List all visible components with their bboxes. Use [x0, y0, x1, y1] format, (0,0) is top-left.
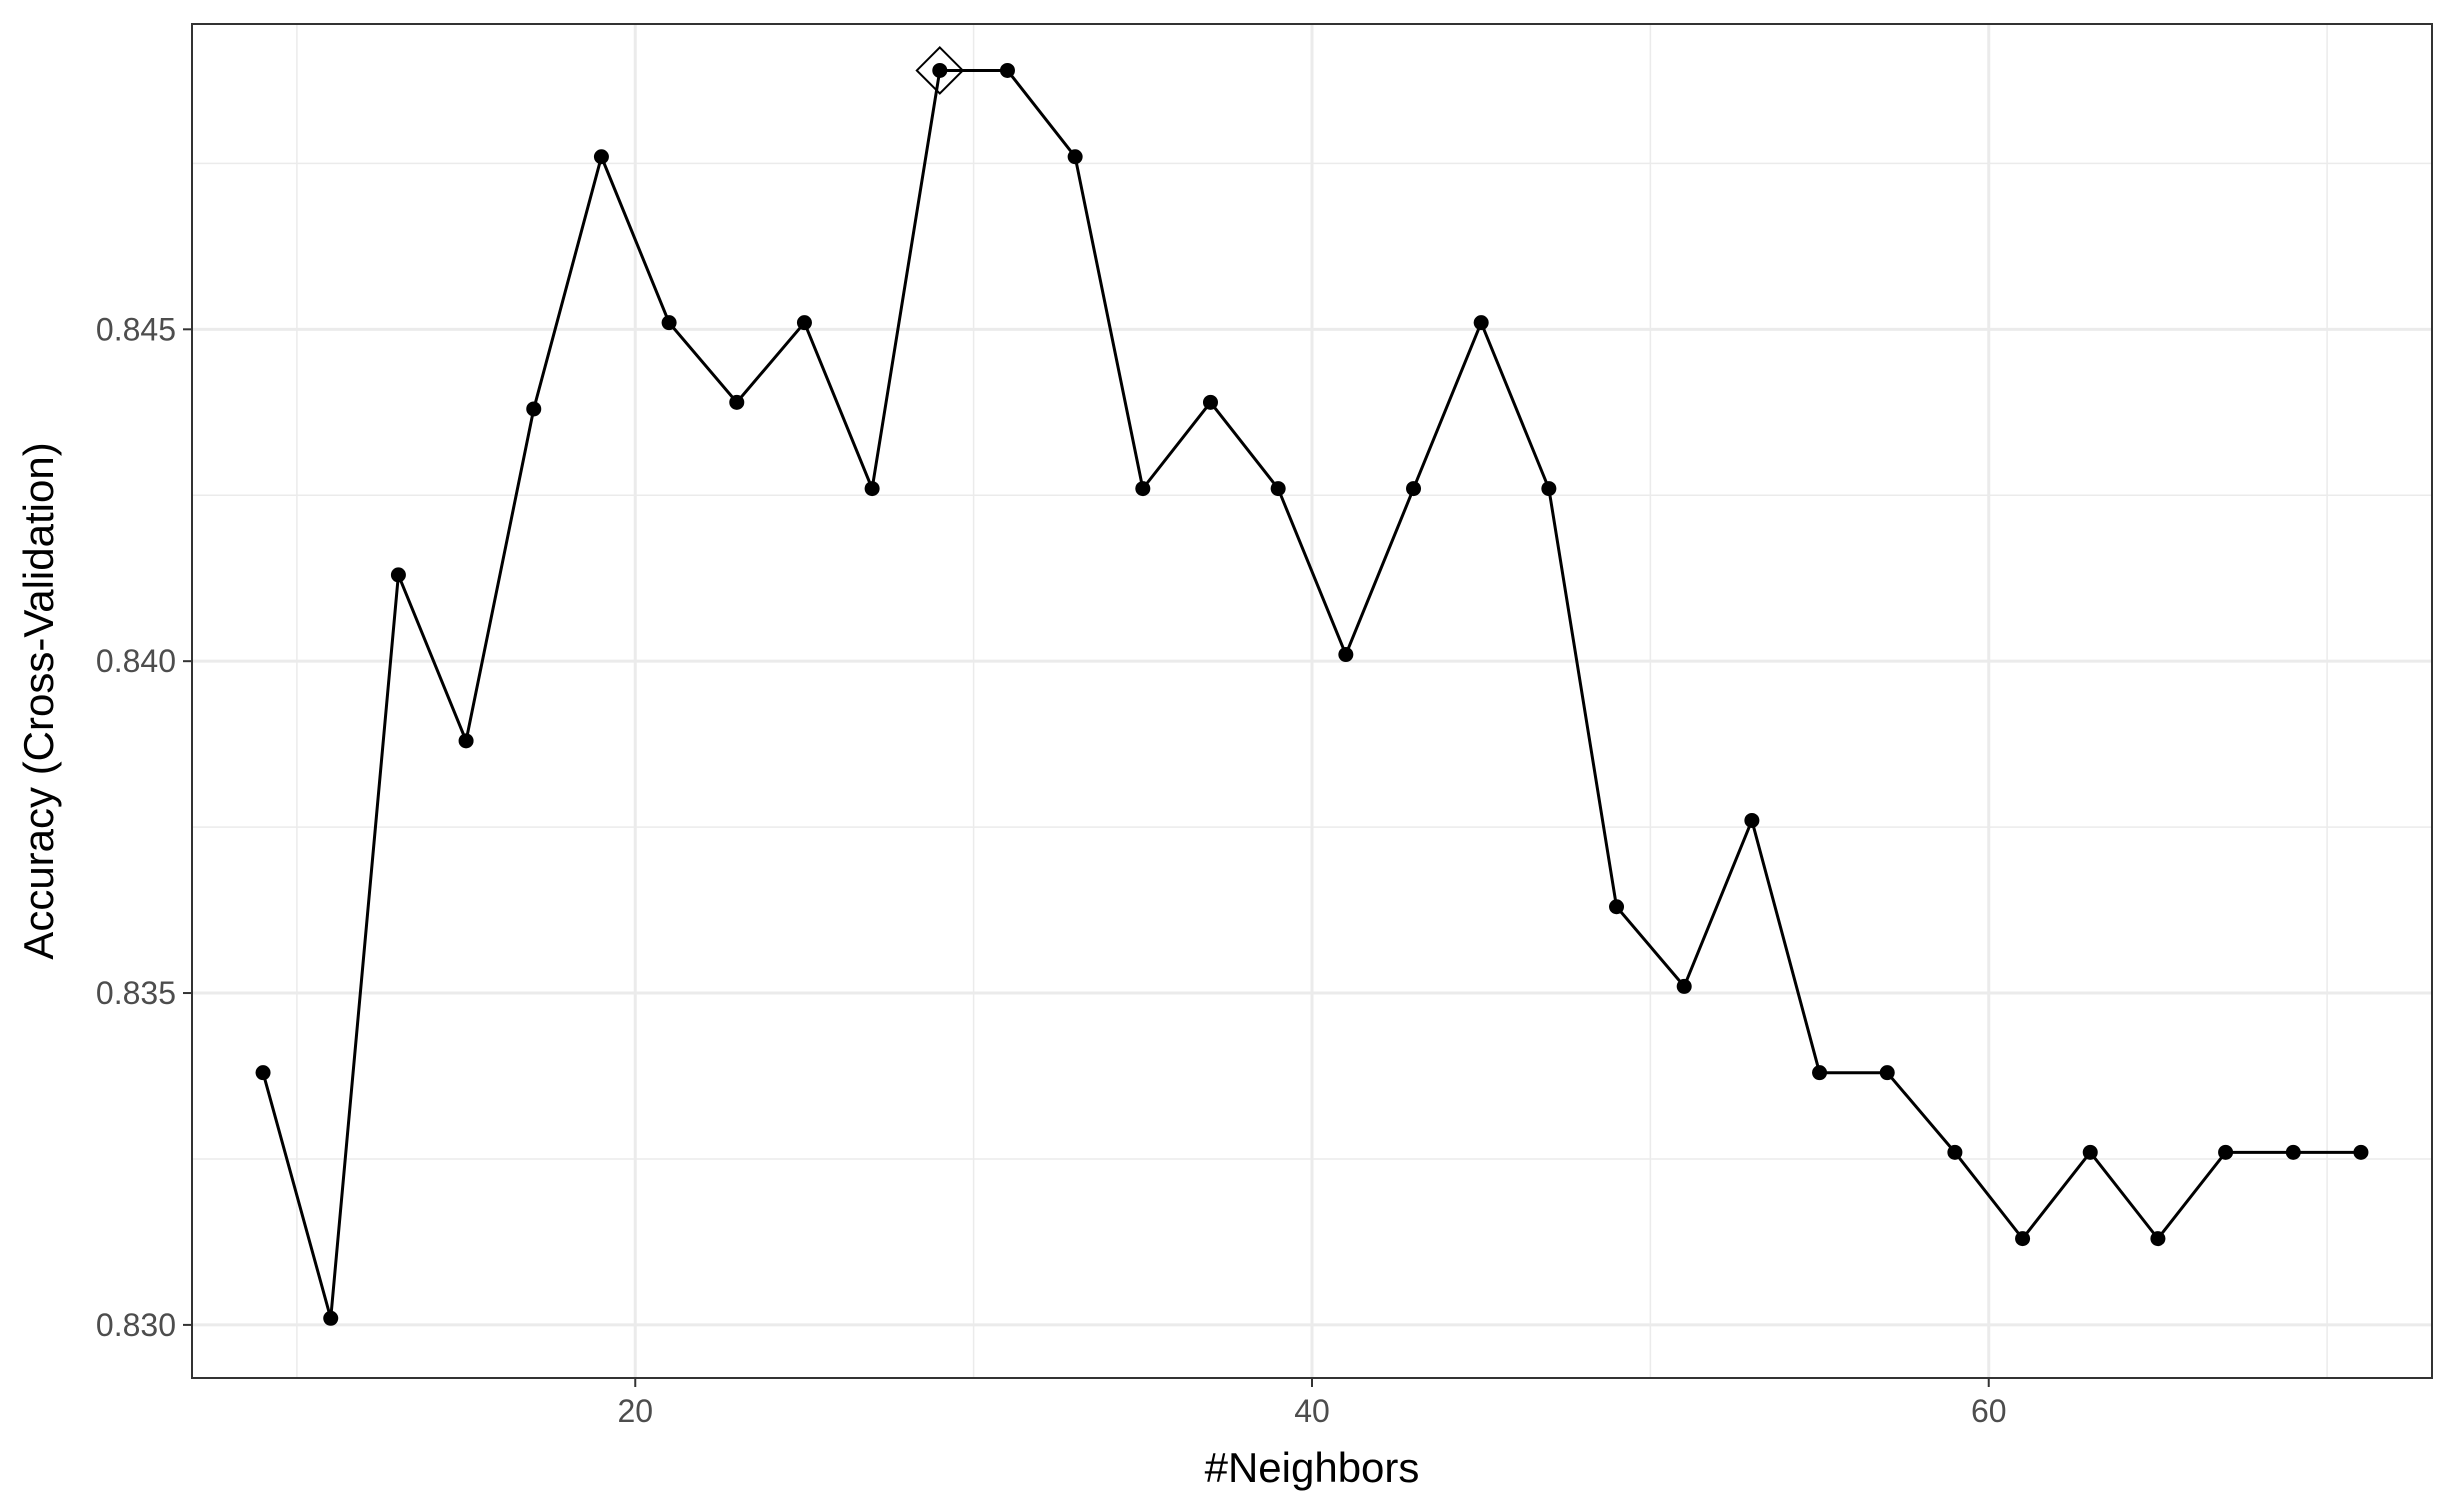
data-point	[1406, 481, 1422, 497]
data-point	[729, 394, 745, 410]
data-point	[932, 62, 948, 78]
data-point	[1067, 149, 1083, 165]
x-tick-label: 60	[1971, 1393, 2007, 1429]
data-point	[1879, 1065, 1895, 1081]
y-tick-label: 0.845	[96, 311, 176, 347]
best-model-diamond-marker	[915, 46, 965, 95]
axes: 20 40 60 0.830 0.835 0.840 0.845	[96, 311, 2007, 1429]
data-point	[2218, 1144, 2234, 1160]
x-tick-label: 40	[1294, 1393, 1330, 1429]
data-point	[661, 315, 677, 331]
data-point	[864, 481, 880, 497]
data-point	[1473, 315, 1489, 331]
x-tick-label: 20	[617, 1393, 653, 1429]
data-series	[255, 46, 2369, 1326]
data-point	[390, 567, 406, 583]
data-point	[1202, 394, 1218, 410]
y-tick-label: 0.835	[96, 975, 176, 1011]
grid-lines	[192, 24, 2432, 1378]
y-axis-title: Accuracy (Cross-Validation)	[15, 442, 62, 959]
y-tick-label: 0.830	[96, 1307, 176, 1343]
data-point	[526, 401, 542, 417]
data-point	[255, 1065, 271, 1081]
data-point	[1270, 481, 1286, 497]
data-point	[323, 1310, 339, 1326]
accuracy-line	[261, 68, 2361, 1319]
data-point	[1338, 647, 1354, 663]
data-point	[1947, 1144, 1963, 1160]
data-point	[1135, 481, 1151, 497]
data-point	[796, 315, 812, 331]
data-point	[1744, 812, 1760, 828]
data-point	[1676, 978, 1692, 994]
data-point	[593, 149, 609, 165]
data-point	[1609, 899, 1625, 915]
data-point	[1812, 1065, 1828, 1081]
data-point	[999, 62, 1015, 78]
data-point	[2082, 1144, 2098, 1160]
data-point	[2353, 1144, 2369, 1160]
data-point	[2015, 1231, 2031, 1247]
data-point	[2150, 1231, 2166, 1247]
x-axis-title: #Neighbors	[1205, 1444, 1420, 1491]
data-point	[1541, 481, 1557, 497]
data-point	[458, 733, 474, 749]
data-point	[2285, 1144, 2301, 1160]
y-tick-label: 0.840	[96, 643, 176, 679]
